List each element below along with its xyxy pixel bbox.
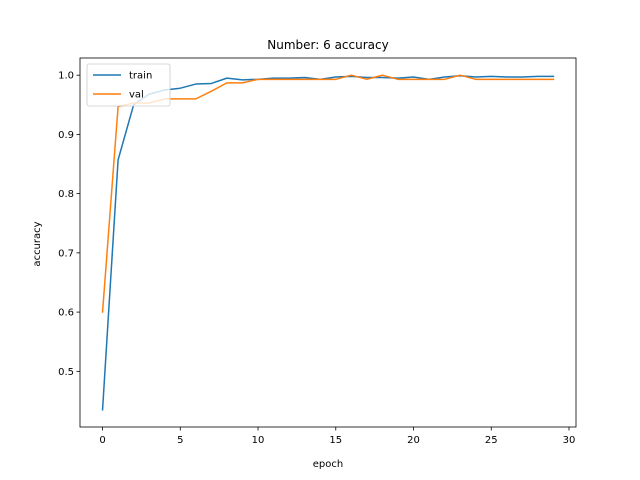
legend-label-train: train [129,71,152,82]
x-tick-label: 30 [563,435,576,446]
chart-title: Number: 6 accuracy [267,38,388,52]
legend: train val [86,63,171,107]
x-tick-label: 5 [177,435,183,446]
axes: 0 5 10 15 20 25 30 0.5 0.6 0.7 0.8 0.9 1.0 [58,57,577,446]
y-tick-label: 1.0 [58,71,74,82]
x-tick-label: 10 [252,435,265,446]
plot-area [101,74,555,411]
y-axis-label: accuracy [32,221,43,266]
x-tick-label: 0 [99,435,105,446]
x-tick-label: 15 [329,435,342,446]
x-tick-label: 20 [407,435,420,446]
y-tick-label: 0.6 [58,308,74,319]
x-axis-label: epoch [313,459,343,470]
x-tick-label: 25 [485,435,498,446]
y-tick-label: 0.5 [58,367,74,378]
y-tick-label: 0.9 [58,130,74,141]
series-line-val [101,74,555,313]
y-tick-label: 0.8 [58,189,74,200]
axes-frame [79,57,577,428]
series-line-train [101,75,555,411]
y-tick-label: 0.7 [58,248,74,259]
legend-label-val: val [129,90,144,101]
